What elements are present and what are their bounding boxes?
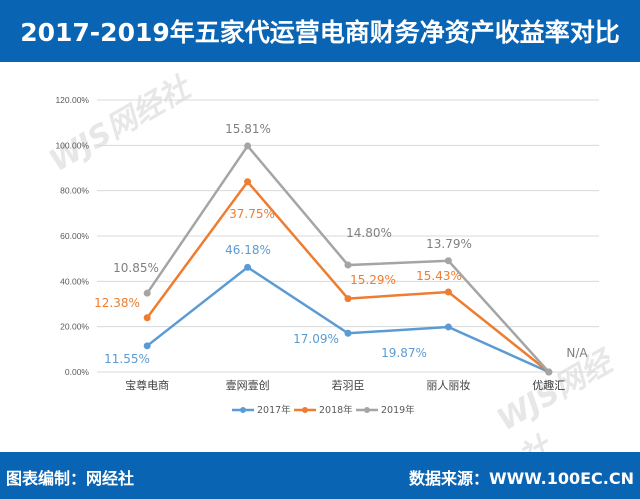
footer-source: 数据来源：WWW.100EC.CN — [408, 469, 634, 488]
x-tick-label: 宝尊电商 — [125, 378, 169, 392]
legend-marker — [302, 407, 308, 413]
series-line — [146, 143, 550, 373]
data-point — [344, 261, 352, 269]
data-point — [444, 323, 452, 331]
data-label: 13.79% — [426, 237, 472, 251]
data-point — [444, 257, 452, 265]
legend-label: 2018年 — [319, 404, 353, 416]
legend-label: 2019年 — [381, 404, 415, 416]
y-tick-label: 80.00% — [60, 186, 89, 196]
y-tick-label: 60.00% — [60, 231, 89, 241]
x-tick-label: 壹网壹创 — [226, 379, 270, 392]
x-tick-label: 丽人丽妆 — [426, 379, 470, 392]
data-point — [444, 288, 452, 296]
data-point — [143, 289, 151, 297]
data-label: 37.75% — [229, 207, 275, 221]
data-point — [344, 329, 352, 337]
chart: 0.00% 20.00% 40.00% 60.00% 80.00% 100.00% 120.… — [55, 95, 599, 416]
data-label: 11.55% — [104, 352, 150, 366]
data-label: 10.85% — [113, 261, 159, 275]
legend-marker — [364, 407, 370, 413]
data-label: 14.80% — [346, 226, 392, 240]
legend-marker — [240, 407, 246, 413]
y-tick-label: 40.00% — [60, 276, 89, 286]
footer: 图表编制：网经社 数据来源：WWW.100EC.CN — [0, 452, 640, 499]
data-point — [143, 314, 151, 322]
y-tick-label: 120.00% — [55, 95, 89, 105]
legend-label: 2017年 — [257, 404, 291, 416]
data-label: 15.29% — [350, 273, 396, 287]
data-label: 15.43% — [416, 269, 462, 283]
series-line — [146, 265, 550, 374]
data-label: 46.18% — [225, 243, 271, 257]
data-label: 17.09% — [293, 332, 339, 346]
data-label: 19.87% — [381, 346, 427, 360]
footer-credit: 图表编制：网经社 — [6, 469, 135, 488]
y-tick-label: 100.00% — [55, 140, 89, 150]
y-tick-label: 0.00% — [65, 367, 90, 377]
data-point — [545, 368, 553, 376]
data-label: N/A — [566, 346, 588, 360]
x-tick-label: 若羽臣 — [332, 379, 365, 392]
data-label: 12.38% — [94, 296, 140, 310]
chart-title: 2017-2019年五家代运营电商财务净资产收益率对比 — [0, 0, 640, 62]
y-tick-label: 20.00% — [60, 322, 89, 332]
data-point — [244, 142, 252, 150]
data-point — [143, 342, 151, 350]
data-point — [244, 263, 252, 271]
data-point — [244, 178, 252, 186]
x-tick-label: 优趣汇 — [532, 378, 565, 392]
data-label: 15.81% — [225, 122, 271, 136]
series-line — [146, 179, 550, 373]
data-point — [344, 295, 352, 303]
